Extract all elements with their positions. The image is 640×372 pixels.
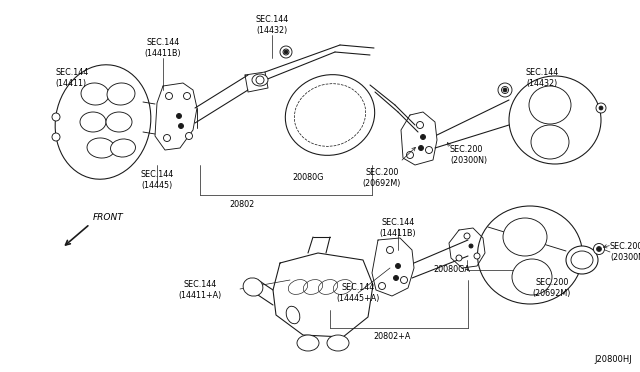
Circle shape — [599, 106, 603, 110]
Ellipse shape — [107, 83, 135, 105]
Circle shape — [280, 46, 292, 58]
Text: 20080G: 20080G — [292, 173, 324, 182]
Ellipse shape — [509, 76, 601, 164]
Text: 20802+A: 20802+A — [373, 332, 411, 341]
Circle shape — [498, 83, 512, 97]
Ellipse shape — [252, 74, 268, 86]
Circle shape — [284, 50, 288, 54]
Circle shape — [596, 247, 602, 251]
Ellipse shape — [286, 306, 300, 324]
Ellipse shape — [327, 335, 349, 351]
Text: SEC.200
(20692M): SEC.200 (20692M) — [533, 278, 571, 298]
Text: SEC.144
(14445+A): SEC.144 (14445+A) — [336, 283, 380, 303]
Ellipse shape — [512, 259, 552, 295]
Circle shape — [184, 93, 191, 99]
Ellipse shape — [529, 86, 571, 124]
Circle shape — [596, 103, 606, 113]
Circle shape — [52, 113, 60, 121]
Circle shape — [283, 49, 289, 55]
Text: SEC.200
(20300N): SEC.200 (20300N) — [610, 242, 640, 262]
Circle shape — [503, 88, 507, 92]
Polygon shape — [449, 228, 485, 268]
Text: FRONT: FRONT — [93, 213, 124, 222]
Ellipse shape — [531, 125, 569, 159]
Circle shape — [419, 145, 424, 151]
Circle shape — [474, 253, 480, 259]
Text: SEC.144
(14411B): SEC.144 (14411B) — [145, 38, 181, 58]
Circle shape — [420, 135, 426, 140]
Circle shape — [456, 255, 462, 261]
Ellipse shape — [87, 138, 115, 158]
Text: 20080GA: 20080GA — [433, 265, 470, 274]
Circle shape — [406, 151, 413, 158]
Polygon shape — [401, 112, 437, 165]
Text: 20802: 20802 — [229, 200, 255, 209]
Polygon shape — [155, 83, 197, 150]
Circle shape — [179, 124, 184, 128]
Circle shape — [177, 113, 182, 119]
Ellipse shape — [566, 246, 598, 274]
Ellipse shape — [55, 65, 151, 179]
Circle shape — [417, 122, 424, 128]
Text: SEC.144
(14445): SEC.144 (14445) — [140, 170, 173, 190]
Ellipse shape — [80, 112, 106, 132]
Circle shape — [593, 244, 605, 254]
Circle shape — [396, 263, 401, 269]
Circle shape — [186, 132, 193, 140]
Polygon shape — [372, 238, 414, 296]
Circle shape — [394, 276, 399, 280]
Ellipse shape — [81, 83, 109, 105]
Text: SEC.144
(14411+A): SEC.144 (14411+A) — [179, 280, 221, 300]
Ellipse shape — [106, 112, 132, 132]
Circle shape — [464, 233, 470, 239]
Circle shape — [469, 244, 473, 248]
Polygon shape — [245, 72, 268, 92]
Ellipse shape — [503, 218, 547, 256]
Circle shape — [378, 282, 385, 289]
Text: SEC.200
(20300N): SEC.200 (20300N) — [450, 145, 487, 165]
Ellipse shape — [477, 206, 582, 304]
Circle shape — [163, 135, 170, 141]
Text: J20800HJ: J20800HJ — [595, 355, 632, 364]
Text: SEC.144
(14432): SEC.144 (14432) — [525, 68, 559, 88]
Circle shape — [426, 147, 433, 154]
Circle shape — [387, 247, 394, 253]
Text: SEC.200
(20692M): SEC.200 (20692M) — [363, 168, 401, 188]
Circle shape — [401, 276, 408, 283]
Circle shape — [52, 133, 60, 141]
Text: SEC.144
(14411): SEC.144 (14411) — [55, 68, 88, 88]
Circle shape — [166, 93, 173, 99]
Ellipse shape — [571, 251, 593, 269]
Text: SEC.144
(14432): SEC.144 (14432) — [255, 15, 289, 35]
Polygon shape — [273, 253, 373, 337]
Circle shape — [502, 87, 509, 93]
Ellipse shape — [243, 278, 263, 296]
Ellipse shape — [285, 75, 374, 155]
Ellipse shape — [294, 84, 365, 146]
Ellipse shape — [297, 335, 319, 351]
Ellipse shape — [111, 139, 136, 157]
Text: SEC.144
(14411B): SEC.144 (14411B) — [380, 218, 416, 238]
Circle shape — [256, 76, 264, 84]
